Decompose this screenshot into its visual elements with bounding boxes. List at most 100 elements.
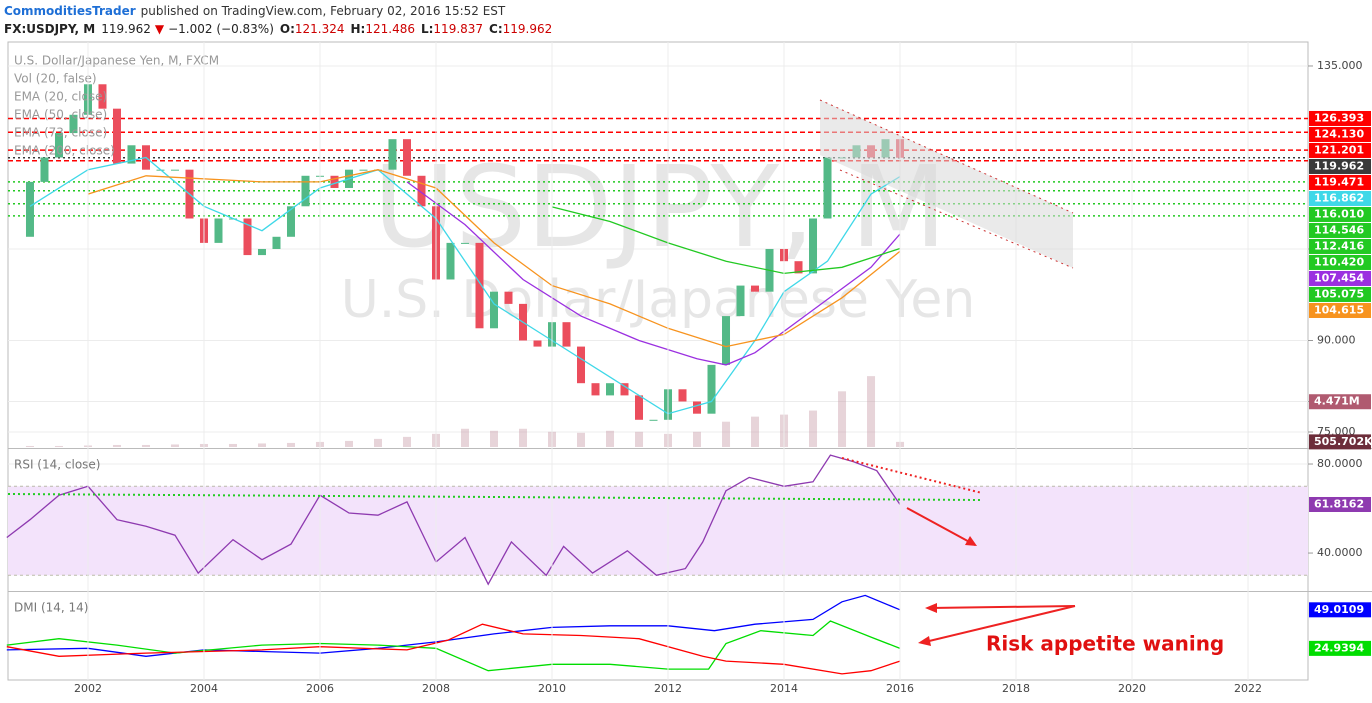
channel-top	[819, 99, 1074, 214]
candle	[635, 395, 644, 420]
y-tick-label: 135.000	[1317, 59, 1363, 72]
price-label-box	[1309, 190, 1371, 206]
price-label-box	[1309, 174, 1371, 190]
ohlc-value: 119.837	[433, 22, 483, 36]
candle	[460, 242, 469, 244]
x-tick-label: 2010	[538, 682, 566, 695]
price-label-box	[1309, 126, 1371, 142]
volume-bar	[112, 444, 121, 447]
pane-title: DMI (14, 14)	[14, 601, 88, 615]
volume-bar	[286, 442, 295, 447]
candle	[649, 419, 658, 421]
series-line	[29, 156, 901, 415]
y-tick-label: 80.0000	[1317, 457, 1363, 470]
series-line	[87, 169, 901, 348]
plot-frame	[7, 41, 1309, 681]
price-label-box	[1309, 496, 1371, 512]
volume-bar	[751, 416, 760, 447]
price-label-box	[1309, 302, 1371, 318]
pane-title: RSI (14, close)	[14, 458, 100, 472]
price-label: 24.9394	[1314, 641, 1364, 654]
pane: 40.0000 80.0000 RSI (14, close)	[6, 454, 1363, 586]
dmi-arrow	[929, 605, 1076, 609]
candle	[533, 340, 542, 347]
watermark: U.S. Dollar/Japanese Yen	[341, 270, 976, 330]
candle	[214, 218, 223, 243]
arrow-head	[965, 536, 977, 546]
price-label-box	[1309, 602, 1371, 618]
arrow: ▼	[155, 22, 165, 36]
candle	[127, 145, 136, 164]
candle	[69, 114, 78, 134]
volume-bar	[460, 428, 469, 447]
channel-bottom	[839, 169, 1074, 269]
legend-entry: EMA (20, close)	[14, 90, 107, 104]
volume-bar	[373, 438, 382, 447]
candle	[562, 322, 571, 347]
candle	[823, 157, 832, 219]
candle	[446, 242, 455, 280]
candle	[489, 291, 498, 329]
ohlc-value: 121.486	[365, 22, 415, 36]
candle	[577, 346, 586, 384]
candle	[54, 133, 63, 158]
x-tick-label: 2012	[654, 682, 682, 695]
candle	[402, 139, 411, 176]
candle	[722, 316, 731, 365]
x-tick-label: 2022	[1234, 682, 1262, 695]
legend-entry: EMA (50, close)	[14, 108, 107, 122]
candle	[809, 218, 818, 274]
price-label: 505.702K	[1314, 435, 1372, 448]
published: published on TradingView.com, February 0…	[141, 4, 506, 18]
volume-bar	[257, 443, 266, 447]
price-label-box	[1309, 270, 1371, 286]
candle	[272, 236, 281, 249]
candle	[678, 389, 687, 402]
ohlc-label: O:	[280, 22, 295, 36]
rsi-band	[8, 486, 1308, 576]
price-label: 61.8162	[1314, 497, 1364, 510]
x-tick-label: 2014	[770, 682, 798, 695]
author[interactable]: CommoditiesTrader	[4, 4, 136, 18]
candle	[606, 383, 615, 396]
candle	[591, 383, 600, 396]
ohlc-value: 119.962	[503, 22, 553, 36]
candle	[736, 285, 745, 317]
price-label-box	[1309, 254, 1371, 270]
price-label: 112.416	[1314, 239, 1364, 252]
y-tick-label: 90.000	[1317, 333, 1356, 346]
candle	[707, 364, 716, 414]
price-label-box	[1309, 142, 1371, 158]
volume-bar	[141, 444, 150, 447]
price-label-box	[1309, 640, 1371, 656]
x-tick-label: 2016	[886, 682, 914, 695]
x-tick-label: 2008	[422, 682, 450, 695]
ohlc-label: H:	[351, 22, 366, 36]
arrow-head	[925, 603, 937, 613]
volume-bar	[228, 443, 237, 447]
price-label: 124.130	[1314, 127, 1364, 140]
price-label: 114.546	[1314, 223, 1364, 236]
dmi-arrow	[924, 605, 1076, 643]
volume-bar	[170, 444, 179, 447]
price-label: 49.0109	[1314, 603, 1364, 616]
price-label: 4.471M	[1314, 395, 1360, 408]
change: −1.002 (−0.83%)	[168, 22, 274, 36]
x-tick-label: 2002	[74, 682, 102, 695]
price-label: 116.862	[1314, 191, 1364, 204]
candle	[359, 169, 368, 171]
candle	[243, 218, 252, 256]
x-tick-label: 2020	[1118, 682, 1146, 695]
price-label: 107.454	[1314, 271, 1364, 284]
candle	[751, 285, 760, 292]
last: 119.962	[101, 22, 151, 36]
price-label: 104.615	[1314, 303, 1364, 316]
symbol-line: FX:USDJPY, M 119.962 ▼ −1.002 (−0.83%) O:121…	[4, 22, 552, 36]
price-label-box	[1309, 394, 1371, 410]
candle	[330, 175, 339, 188]
series-line	[6, 454, 901, 586]
price-label-box	[1309, 110, 1371, 126]
rsi-support	[7, 493, 981, 501]
candle	[301, 175, 310, 207]
